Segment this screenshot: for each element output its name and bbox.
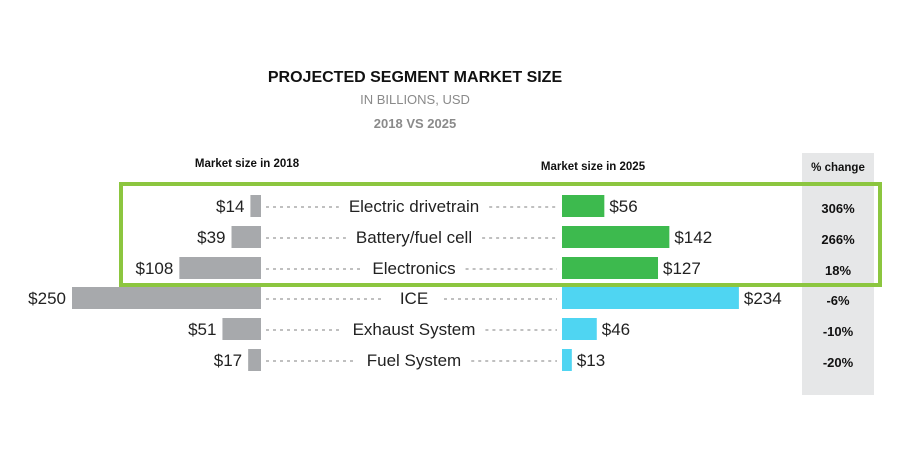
value-label-2025: $56 (609, 197, 637, 216)
percent-change-label: 306% (821, 201, 855, 216)
bar-2025 (562, 287, 739, 309)
value-label-2025: $127 (663, 259, 701, 278)
percent-change-label: 18% (825, 263, 851, 278)
bar-2025 (562, 318, 597, 340)
percent-change-label: -20% (823, 355, 854, 370)
value-label-2025: $234 (744, 289, 782, 308)
bar-2018 (179, 257, 261, 279)
right-column-header: Market size in 2025 (541, 161, 646, 173)
category-label: ICE (400, 289, 428, 308)
percent-change-label: -6% (826, 293, 850, 308)
value-label-2018: $17 (214, 351, 242, 370)
bar-2018 (72, 287, 261, 309)
value-label-2018: $39 (197, 228, 225, 247)
value-label-2018: $14 (216, 197, 244, 216)
value-label-2018: $108 (136, 259, 174, 278)
value-label-2018: $51 (188, 320, 216, 339)
bar-2018 (248, 349, 261, 371)
change-column-header: % change (811, 162, 865, 174)
value-label-2025: $142 (674, 228, 712, 247)
category-label: Fuel System (367, 351, 461, 370)
bar-2018 (250, 195, 261, 217)
category-label: Battery/fuel cell (356, 228, 472, 247)
value-label-2018: $250 (28, 289, 66, 308)
bar-2018 (222, 318, 261, 340)
change-column-background (802, 153, 874, 395)
bar-2025 (562, 226, 670, 248)
chart-rows: $14 $56 Electric drivetrain 306% $39 $142 Batt… (28, 195, 855, 371)
category-label: Electronics (372, 259, 455, 278)
category-label: Electric drivetrain (349, 197, 479, 216)
bar-2025 (562, 349, 572, 371)
chart-title: PROJECTED SEGMENT MARKET SIZE (268, 69, 563, 86)
bar-2025 (562, 257, 659, 279)
category-label: Exhaust System (353, 320, 476, 339)
chart-comparison-label: 2018 VS 2025 (374, 116, 456, 131)
value-label-2025: $46 (602, 320, 630, 339)
bar-2025 (562, 195, 605, 217)
highlight-box (119, 182, 882, 287)
value-label-2025: $13 (577, 351, 605, 370)
chart-subtitle: IN BILLIONS, USD (360, 92, 470, 107)
percent-change-label: 266% (821, 232, 855, 247)
percent-change-label: -10% (823, 324, 854, 339)
left-column-header: Market size in 2018 (195, 158, 300, 170)
bar-2018 (231, 226, 261, 248)
